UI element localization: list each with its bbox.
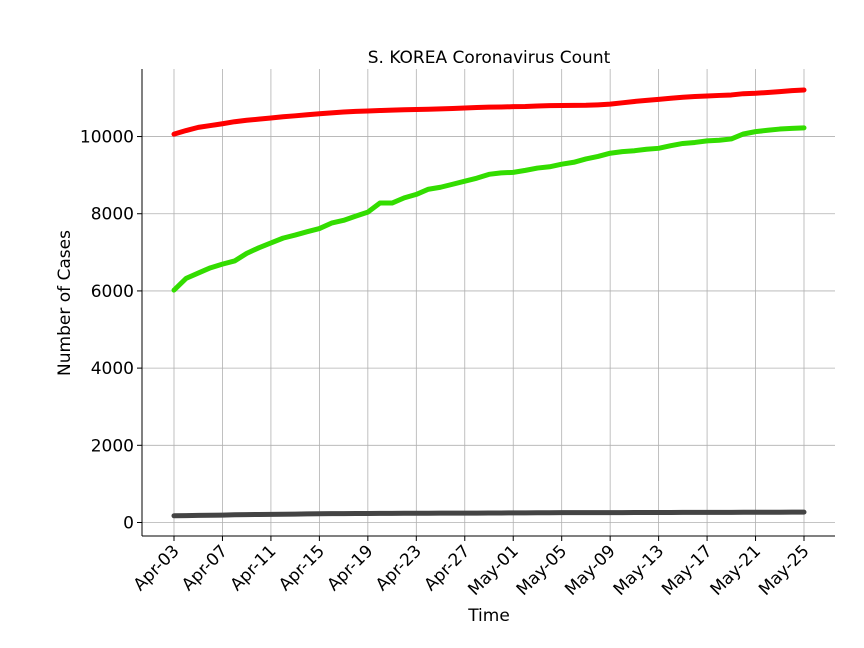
y-tick-label: 0: [123, 513, 134, 533]
y-tick-label: 10000: [80, 128, 134, 148]
series-line-1: [171, 87, 807, 137]
x-tick-label: May-13: [610, 541, 668, 599]
x-tick-label: May-01: [464, 541, 522, 599]
x-tick-label: May-17: [658, 541, 716, 599]
x-tick-label: May-21: [707, 541, 765, 599]
x-axis-label: Time: [467, 606, 510, 626]
x-tick-label: Apr-15: [275, 541, 329, 595]
y-tick-label: 4000: [91, 359, 134, 379]
x-tick-label: May-25: [755, 541, 813, 599]
x-tick-label: Apr-03: [130, 541, 184, 595]
y-tick-labels: 0 2000 4000 6000 8000 10000: [80, 128, 134, 534]
x-tick-label: Apr-11: [227, 541, 281, 595]
y-tick-label: 6000: [91, 282, 134, 302]
axes: [137, 69, 835, 541]
y-tick-label: 8000: [91, 205, 134, 225]
chart-title: S. KOREA Coronavirus Count: [368, 48, 611, 68]
x-tick-labels: Apr-03Apr-07Apr-11Apr-15Apr-19Apr-23Apr-…: [130, 541, 814, 599]
x-tick-label: Apr-23: [372, 541, 426, 595]
series-line-3: [171, 509, 807, 519]
y-axis-label: Number of Cases: [55, 230, 75, 376]
x-tick-label: May-05: [513, 541, 571, 599]
y-tick-label: 2000: [91, 436, 134, 456]
x-tick-label: May-09: [561, 541, 619, 599]
series-lines: [171, 87, 807, 519]
x-tick-label: Apr-19: [324, 541, 378, 595]
series-line-2: [171, 125, 807, 293]
x-tick-label: Apr-07: [178, 541, 232, 595]
